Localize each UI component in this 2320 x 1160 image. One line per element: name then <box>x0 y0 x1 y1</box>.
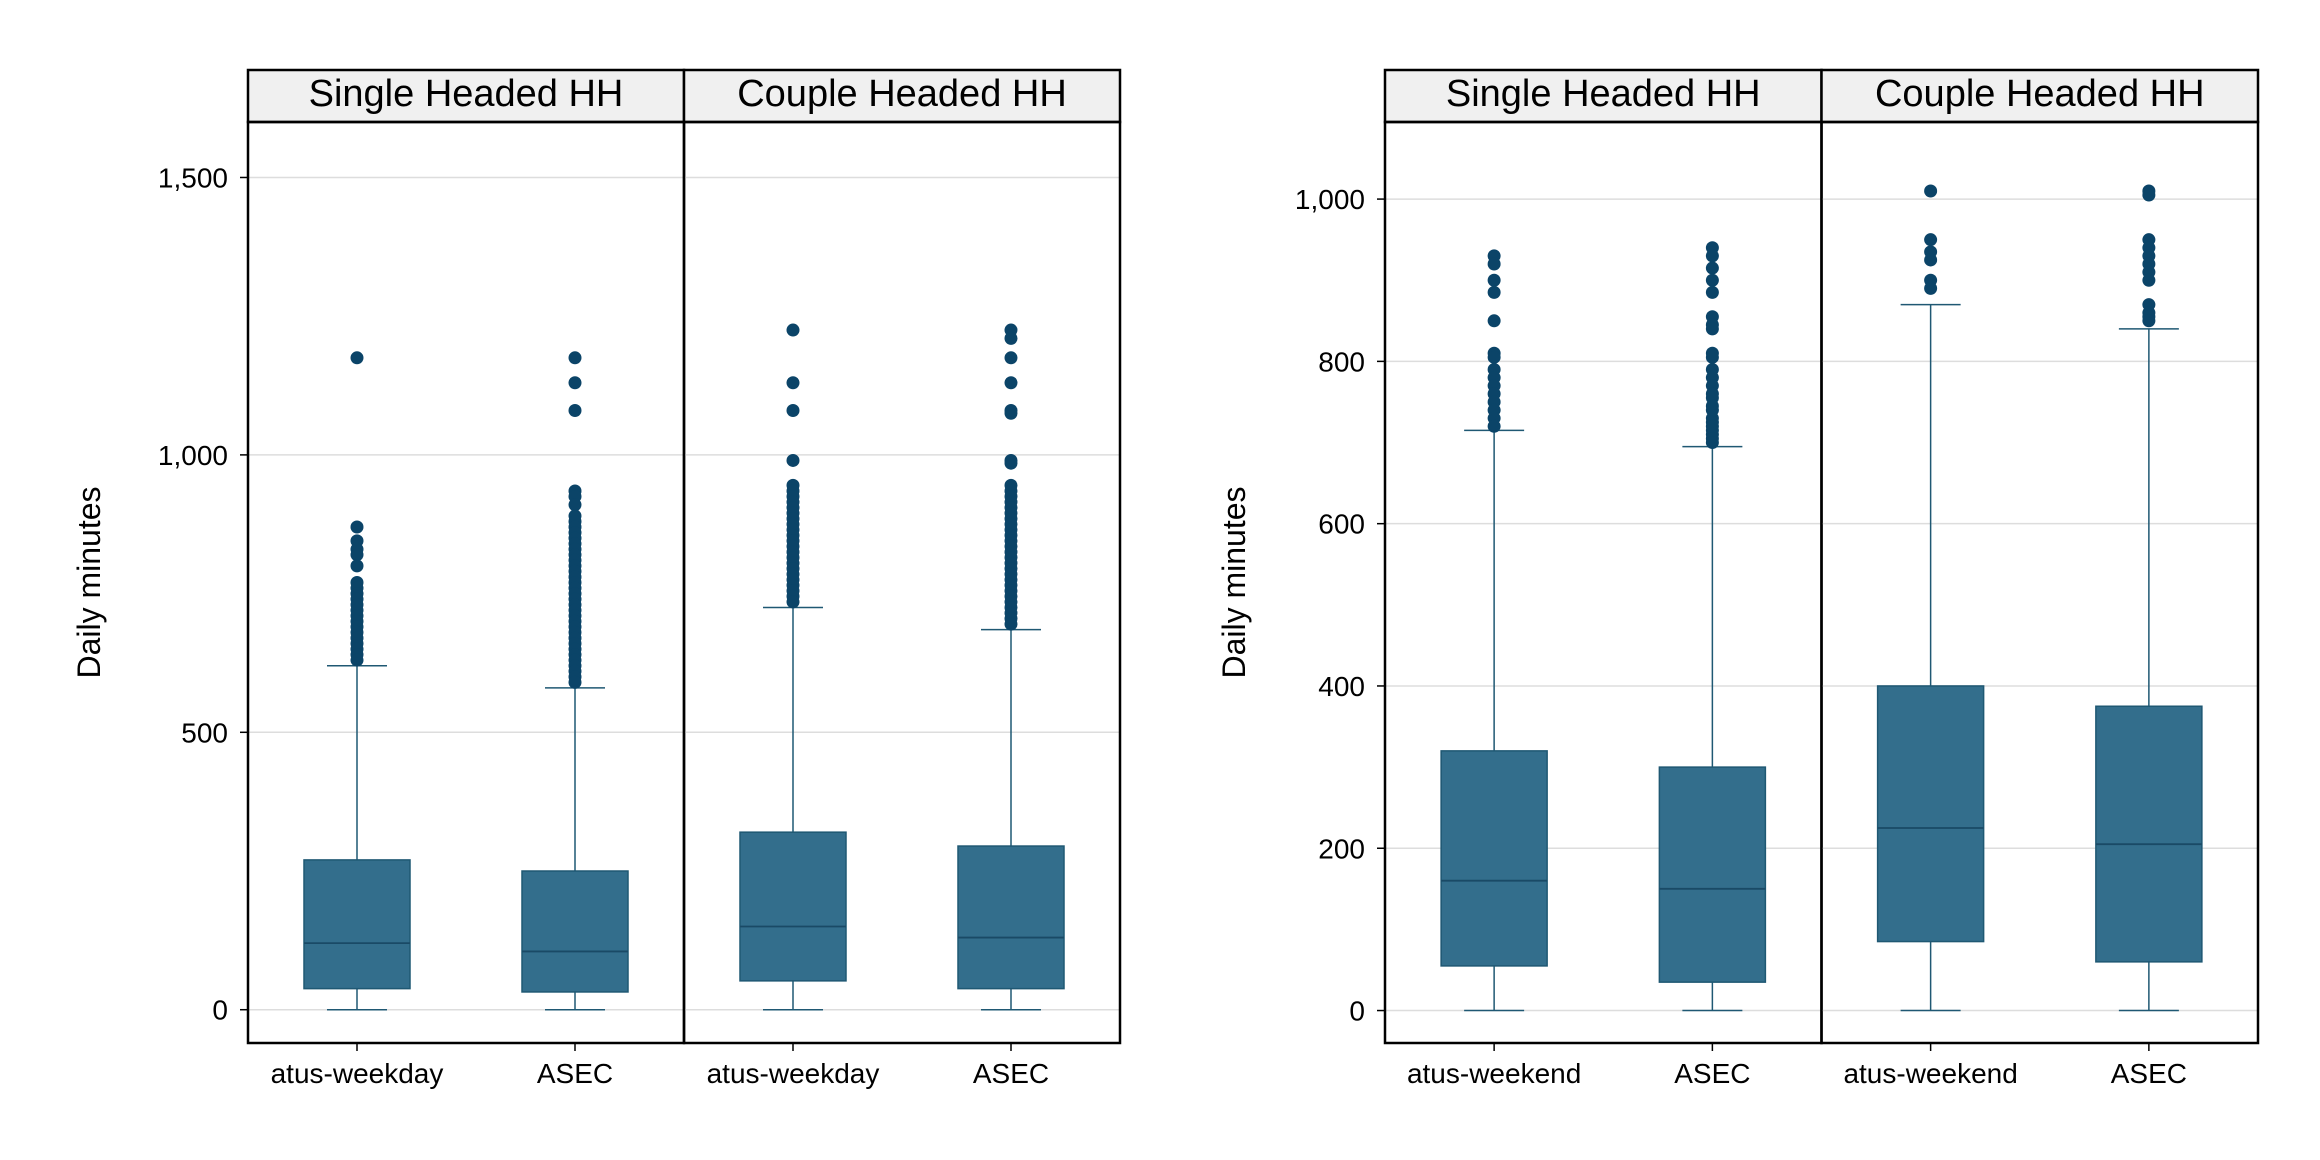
iqr-box <box>1658 766 1767 983</box>
outlier-point <box>1705 350 1719 364</box>
y-tick-label: 0 <box>1349 996 1365 1027</box>
outlier-point <box>1924 184 1938 198</box>
iqr-box <box>957 845 1065 990</box>
y-tick-label: 500 <box>181 717 228 748</box>
chart-2: Daily minutes 0 200 400 600 800 1,000 Single He… <box>1216 68 2260 1089</box>
outlier-point <box>350 520 364 534</box>
y-tick-label: 1,000 <box>158 440 228 471</box>
outlier-point <box>1004 456 1018 470</box>
panel-frame <box>682 120 1122 1045</box>
outlier-point <box>1487 273 1501 287</box>
outlier-point <box>350 559 364 573</box>
outlier-point <box>1004 376 1018 390</box>
box-ASEC: ASEC <box>957 323 1065 1089</box>
outlier-point <box>568 404 582 418</box>
iqr-box <box>303 859 411 990</box>
y-tick-label: 400 <box>1318 671 1365 702</box>
outlier-point <box>1705 285 1719 299</box>
outlier-point <box>1487 257 1501 271</box>
outlier-point <box>1705 261 1719 275</box>
x-tick-label: ASEC <box>537 1058 613 1089</box>
y-axis-title: Daily minutes <box>1216 486 1252 678</box>
chart-layer: Daily minutes 0 500 1,000 1,500 Single Headed… <box>71 68 2260 1089</box>
x-tick-label: ASEC <box>2111 1058 2187 1089</box>
outlier-point <box>2142 314 2156 328</box>
box-ASEC: ASEC <box>2095 184 2203 1089</box>
y-axis-title: Daily minutes <box>71 486 107 678</box>
panel-frame <box>1820 120 2260 1045</box>
outlier-point <box>1924 233 1938 247</box>
outlier-point <box>1924 281 1938 295</box>
x-tick-label: atus-weekday <box>707 1058 880 1089</box>
outlier-point <box>350 548 364 562</box>
panel-2: Couple Headed HH atus-weekday ASEC <box>682 68 1122 1089</box>
iqr-box <box>1440 750 1548 967</box>
chart-1: Daily minutes 0 500 1,000 1,500 Single Headed… <box>71 68 1122 1089</box>
y-tick-label: 800 <box>1318 346 1365 377</box>
outlier-point <box>350 351 364 365</box>
outlier-point <box>568 498 582 512</box>
outlier-point <box>1004 406 1018 420</box>
panel-2: Couple Headed HH atus-weekend ASEC <box>1820 68 2260 1089</box>
box-ASEC: ASEC <box>521 351 629 1089</box>
outlier-point <box>1924 253 1938 267</box>
outlier-point <box>786 453 800 467</box>
panel-strip-title: Single Headed HH <box>1446 73 1761 115</box>
panel-strip-title: Single Headed HH <box>309 73 624 115</box>
outlier-point <box>1705 273 1719 287</box>
panel-strip <box>1820 68 2260 124</box>
y-tick-label: 1,500 <box>158 162 228 193</box>
box-atus-weekday: atus-weekday <box>707 323 880 1089</box>
outlier-point <box>786 595 800 609</box>
box-atus-weekend: atus-weekend <box>1407 249 1581 1089</box>
outlier-point <box>350 653 364 667</box>
outlier-point <box>1487 350 1501 364</box>
outlier-point <box>1705 322 1719 336</box>
iqr-box <box>2095 705 2203 963</box>
panel-1: Single Headed HH atus-weekend ASEC <box>1383 68 1823 1089</box>
x-tick-label: ASEC <box>973 1058 1049 1089</box>
x-tick-label: atus-weekday <box>271 1058 444 1089</box>
x-tick-label: atus-weekend <box>1843 1058 2017 1089</box>
outlier-point <box>1705 436 1719 450</box>
panel-strip-title: Couple Headed HH <box>1875 73 2205 115</box>
outlier-point <box>568 376 582 390</box>
outlier-point <box>786 404 800 418</box>
panel-strip-title: Couple Headed HH <box>737 73 1067 115</box>
y-tick-label: 1,000 <box>1295 184 1365 215</box>
outlier-point <box>1487 314 1501 328</box>
outlier-point <box>786 323 800 337</box>
outlier-point <box>568 351 582 365</box>
outlier-point <box>2142 188 2156 202</box>
outlier-point <box>2142 273 2156 287</box>
box-ASEC: ASEC <box>1658 241 1767 1089</box>
iqr-box <box>739 831 847 982</box>
outlier-point <box>1004 617 1018 631</box>
y-tick-label: 200 <box>1318 833 1365 864</box>
y-tick-label: 600 <box>1318 509 1365 540</box>
panel-1: Single Headed HH atus-weekday ASEC <box>246 68 686 1089</box>
outlier-point <box>568 675 582 689</box>
x-tick-label: atus-weekend <box>1407 1058 1581 1089</box>
box-atus-weekday: atus-weekday <box>271 351 444 1089</box>
outlier-point <box>786 376 800 390</box>
outlier-point <box>1487 419 1501 433</box>
outlier-point <box>1004 351 1018 365</box>
iqr-box <box>521 870 629 993</box>
outlier-point <box>1004 331 1018 345</box>
outlier-point <box>1705 249 1719 263</box>
y-tick-label: 0 <box>212 995 228 1026</box>
box-atus-weekend: atus-weekend <box>1843 184 2018 1089</box>
outlier-point <box>1487 285 1501 299</box>
iqr-box <box>1876 685 1985 943</box>
panel-strip <box>682 68 1122 124</box>
x-tick-label: ASEC <box>1674 1058 1750 1089</box>
